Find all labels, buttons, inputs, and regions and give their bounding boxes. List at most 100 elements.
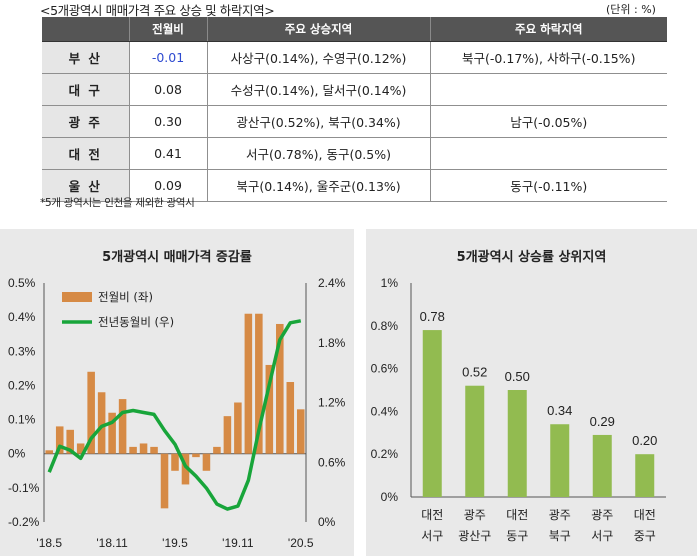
- table-header-down: 주요 하락지역: [429, 17, 667, 42]
- row-mom: 0.41: [128, 137, 207, 170]
- row-city: 울 산: [42, 169, 129, 202]
- chart-panel-trend: 5개광역시 매매가격 증감률 0.5% 0.4% 0.3% 0.2% 0.1% 0% -0.…: [0, 229, 354, 556]
- chart-title: 5개광역시 매매가격 증감률: [102, 250, 252, 265]
- bar-mom: [66, 429, 74, 454]
- y-tick-label: 1%: [381, 276, 399, 290]
- y-tick-label: 0.6%: [371, 362, 399, 376]
- bar-mom: [223, 416, 232, 454]
- y-tick-label: 0.2%: [371, 447, 399, 461]
- chart-title: 5개광역시 상승률 상위지역: [456, 250, 607, 265]
- x-tick-label-city: 대전: [421, 508, 443, 522]
- table-header-mom: 전월비: [128, 17, 207, 42]
- bar-value-label: 0.20: [632, 433, 657, 448]
- row-up: 북구(0.14%), 울주군(0.13%): [206, 169, 430, 202]
- bar-mom: [213, 446, 221, 454]
- bar-mom: [234, 402, 242, 454]
- row-mom: 0.08: [128, 73, 207, 106]
- row-mom: 0.30: [128, 105, 207, 138]
- y-left-tick-label: 0.3%: [8, 344, 36, 358]
- y-left-tick-label: 0.1%: [8, 413, 36, 427]
- y-left-tick-label: -0.1%: [8, 481, 40, 495]
- bar-mom: [118, 399, 127, 454]
- bar-region: [592, 434, 612, 497]
- x-tick-label: '19.5: [162, 536, 188, 550]
- chart-panel-top-regions: 5개광역시 상승률 상위지역 1% 0.8% 0.6% 0.4% 0.2% 0% 0.78 대…: [366, 229, 697, 556]
- table-row: 대 전 0.41 서구(0.78%), 동구(0.5%): [42, 137, 667, 170]
- x-tick-label-city: 광주: [549, 508, 571, 522]
- x-tick-label: '19.11: [222, 536, 254, 550]
- bar-mom: [160, 453, 169, 509]
- bar-value-label: 0.29: [590, 414, 615, 429]
- bar-mom: [150, 446, 158, 454]
- table-row: 부 산 -0.01 사상구(0.14%), 수영구(0.12%) 북구(-0.1…: [42, 41, 667, 74]
- region-table: 전월비 주요 상승지역 주요 하락지역 부 산 -0.01 사상구(0.14%)…: [42, 17, 667, 202]
- row-mom: 0.09: [128, 169, 207, 202]
- table-row: 울 산 0.09 북구(0.14%), 울주군(0.13%) 동구(-0.11%…: [42, 169, 667, 202]
- row-city: 대 구: [42, 73, 129, 106]
- bar-mom: [129, 446, 137, 454]
- bar-mom: [181, 453, 190, 485]
- y-right-tick-label: 0.6%: [318, 455, 346, 469]
- x-tick-label: '18.5: [36, 536, 62, 550]
- y-left-tick-label: -0.2%: [8, 515, 40, 529]
- bar-mom: [265, 364, 274, 454]
- bar-mom: [255, 313, 263, 454]
- row-up: 서구(0.78%), 동구(0.5%): [206, 137, 430, 170]
- y-tick-label: 0%: [381, 490, 399, 504]
- x-tick-label-district: 광산구: [458, 529, 491, 543]
- page-title: <5개광역시 매매가격 주요 상승 및 하락지역>: [40, 3, 275, 18]
- bar-mom: [139, 443, 148, 454]
- x-tick-label: '20.5: [288, 536, 314, 550]
- table-row: 광 주 0.30 광산구(0.52%), 북구(0.34%) 남구(-0.05%…: [42, 105, 667, 138]
- trend-chart: 0.5% 0.4% 0.3% 0.2% 0.1% 0% -0.1% -0.2% 2.4% 1.8%…: [8, 276, 346, 550]
- row-up: 사상구(0.14%), 수영구(0.12%): [206, 41, 430, 74]
- bar-mom: [171, 453, 179, 471]
- x-tick-label: '18.11: [96, 536, 128, 550]
- bar-mom: [87, 371, 95, 454]
- bar-mom: [55, 426, 64, 454]
- row-down: 북구(-0.17%), 사하구(-0.15%): [429, 41, 667, 74]
- y-tick-label: 0.4%: [371, 404, 399, 418]
- bar-region: [422, 330, 442, 497]
- bar-region: [465, 385, 485, 497]
- bar-mom: [296, 409, 305, 454]
- table-row: 대 구 0.08 수성구(0.14%), 달서구(0.14%): [42, 73, 667, 106]
- bar-mom: [202, 453, 211, 471]
- y-left-tick-label: 0.2%: [8, 378, 36, 392]
- unit-label: (단위 : %): [606, 3, 656, 16]
- x-tick-label-district: 서구: [591, 529, 613, 543]
- y-right-tick-label: 0%: [318, 515, 336, 529]
- x-tick-label-district: 북구: [549, 529, 571, 543]
- bar-region: [507, 390, 527, 497]
- y-left-tick-label: 0.5%: [8, 276, 36, 290]
- y-right-tick-label: 1.8%: [318, 336, 346, 350]
- bar-mom: [45, 450, 54, 454]
- bar-mom: [108, 412, 116, 454]
- table-header-row: 전월비 주요 상승지역 주요 하락지역: [42, 17, 667, 42]
- y-left-tick-label: 0.4%: [8, 310, 36, 324]
- legend-bar-label: 전월비 (좌): [98, 290, 153, 304]
- bar-value-label: 0.52: [462, 365, 487, 380]
- footnote: *5개 광역시는 인천을 제외한 광역시: [40, 197, 195, 209]
- bar-value-label: 0.34: [547, 403, 572, 418]
- bar-region: [550, 424, 570, 497]
- legend-bar-swatch: [62, 292, 92, 302]
- row-city: 대 전: [42, 137, 129, 170]
- bar-value-label: 0.78: [420, 309, 445, 324]
- x-tick-label-district: 중구: [634, 529, 656, 543]
- y-left-tick-label: 0%: [8, 447, 26, 461]
- row-mom: -0.01: [128, 41, 207, 74]
- bar-mom: [276, 323, 284, 454]
- row-city: 부 산: [42, 41, 129, 74]
- row-city: 광 주: [42, 105, 129, 138]
- row-down: 동구(-0.11%): [429, 169, 667, 202]
- bar-mom: [192, 453, 200, 458]
- row-up: 광산구(0.52%), 북구(0.34%): [206, 105, 430, 138]
- y-right-tick-label: 1.2%: [318, 396, 346, 410]
- x-tick-label-city: 대전: [506, 508, 528, 522]
- bar-mom: [76, 443, 85, 454]
- row-down: [429, 73, 667, 106]
- x-tick-label-district: 서구: [421, 529, 443, 543]
- y-right-tick-label: 2.4%: [318, 276, 346, 290]
